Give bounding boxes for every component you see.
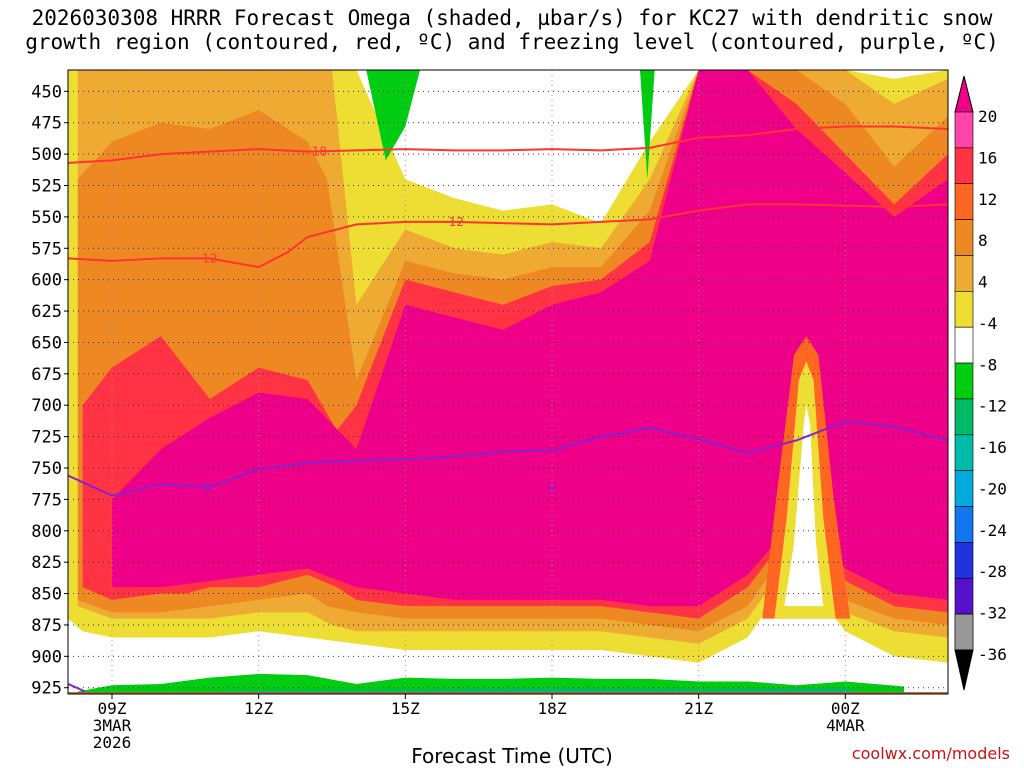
x-axis-title: Forecast Time (UTC) xyxy=(411,744,613,768)
colorbar-segment-9 xyxy=(954,434,974,471)
colorbar-segment-1 xyxy=(954,147,974,185)
colorbar-top-arrow xyxy=(954,75,974,113)
y-tick-label-900: 900 xyxy=(31,647,62,667)
x-tick-date-09Z: 3MAR xyxy=(93,716,132,735)
y-tick-label-625: 625 xyxy=(31,302,62,322)
omega-negative-0 xyxy=(336,70,420,161)
y-tick-label-875: 875 xyxy=(31,616,62,636)
y-tick-label-500: 500 xyxy=(31,145,62,165)
y-tick-label-750: 750 xyxy=(31,459,62,479)
colorbar-label: -32 xyxy=(978,604,1007,623)
x-tick-label-09Z: 09Z xyxy=(98,699,127,718)
dgz-contour-label: -18 xyxy=(308,145,328,159)
colorbar-label: 4 xyxy=(978,273,988,292)
dgz-contour-label: 12 xyxy=(202,251,217,265)
x-tick-label-18Z: 18Z xyxy=(538,699,567,718)
colorbar-label: 12 xyxy=(978,190,997,209)
dgz-contour-label: -12 xyxy=(444,215,464,229)
x-tick-label-12Z: 12Z xyxy=(244,699,273,718)
omega-negative-1 xyxy=(630,70,665,180)
plot-area: -18 -12 12 0 0 xyxy=(68,70,948,694)
y-tick-label-775: 775 xyxy=(31,490,62,510)
colorbar-segment-7 xyxy=(954,362,974,400)
colorbar-segment-10 xyxy=(954,470,974,507)
freezing-level-label: 0 xyxy=(204,481,212,495)
y-tick-label-550: 550 xyxy=(31,208,62,228)
omega-band-20 xyxy=(112,70,948,607)
colorbar-label: -28 xyxy=(978,562,1007,581)
colorbar-segment-12 xyxy=(954,542,974,579)
y-tick-label-725: 725 xyxy=(31,428,62,448)
colorbar-label: 8 xyxy=(978,231,988,250)
freezing-level-line xyxy=(68,420,948,497)
omega-spike-layer-2 xyxy=(784,405,824,607)
colorbar-segment-6 xyxy=(954,326,974,364)
dgz-contour-0 xyxy=(68,125,948,164)
x-tick-year-09Z: 2026 xyxy=(93,733,132,752)
colorbar-segment-2 xyxy=(954,183,974,220)
y-tick-label-850: 850 xyxy=(31,585,62,605)
colorbar-segment-8 xyxy=(954,398,974,436)
colorbar-label: -16 xyxy=(978,438,1007,457)
colorbar-label: 16 xyxy=(978,148,997,167)
y-tick-label-650: 650 xyxy=(31,333,62,353)
x-tick-label-21Z: 21Z xyxy=(684,699,713,718)
colorbar-segment-11 xyxy=(954,506,974,543)
colorbar-label: -12 xyxy=(978,397,1007,416)
y-tick-label-450: 450 xyxy=(31,82,62,102)
source-credit: coolwx.com/models xyxy=(851,744,1010,763)
x-tick-label-00Z: 00Z xyxy=(831,699,860,718)
y-tick-label-575: 575 xyxy=(31,239,62,259)
y-tick-label-675: 675 xyxy=(31,365,62,385)
x-tick-date-00Z: 4MAR xyxy=(826,716,865,735)
y-tick-label-600: 600 xyxy=(31,271,62,291)
colorbar-segment-0 xyxy=(954,111,974,149)
plot-frame xyxy=(67,69,949,695)
colorbar-label: -4 xyxy=(978,314,997,333)
y-tick-label-800: 800 xyxy=(31,522,62,542)
colorbar-segment-13 xyxy=(954,577,974,615)
y-tick-label-475: 475 xyxy=(31,114,62,134)
y-tick-label-925: 925 xyxy=(31,679,62,699)
chart-title: 2026030308 HRRR Forecast Omega (shaded, … xyxy=(0,6,1024,54)
y-tick-label-700: 700 xyxy=(31,396,62,416)
title-line-1: 2026030308 HRRR Forecast Omega (shaded, … xyxy=(31,6,993,30)
colorbar-label: -24 xyxy=(978,521,1007,540)
colorbar-label: 20 xyxy=(978,107,997,126)
colorbar-segment-4 xyxy=(954,255,974,292)
colorbar-segment-gray xyxy=(954,613,974,651)
freezing-level-surface xyxy=(68,683,86,693)
colorbar-label: -8 xyxy=(978,355,997,374)
colorbar-bottom-arrow xyxy=(954,649,974,691)
dgz-contour-1 xyxy=(68,203,948,269)
ground-strip xyxy=(68,692,948,694)
colorbar-segment-3 xyxy=(954,219,974,256)
colorbar-label: -36 xyxy=(978,645,1007,664)
y-tick-label-825: 825 xyxy=(31,553,62,573)
title-line-2: growth region (contoured, red, ºC) and f… xyxy=(25,30,999,54)
x-tick-label-15Z: 15Z xyxy=(391,699,420,718)
colorbar-label: -20 xyxy=(978,479,1007,498)
freezing-level-label: 0 xyxy=(548,481,556,495)
colorbar-segment-5 xyxy=(954,291,974,328)
y-tick-label-525: 525 xyxy=(31,177,62,197)
